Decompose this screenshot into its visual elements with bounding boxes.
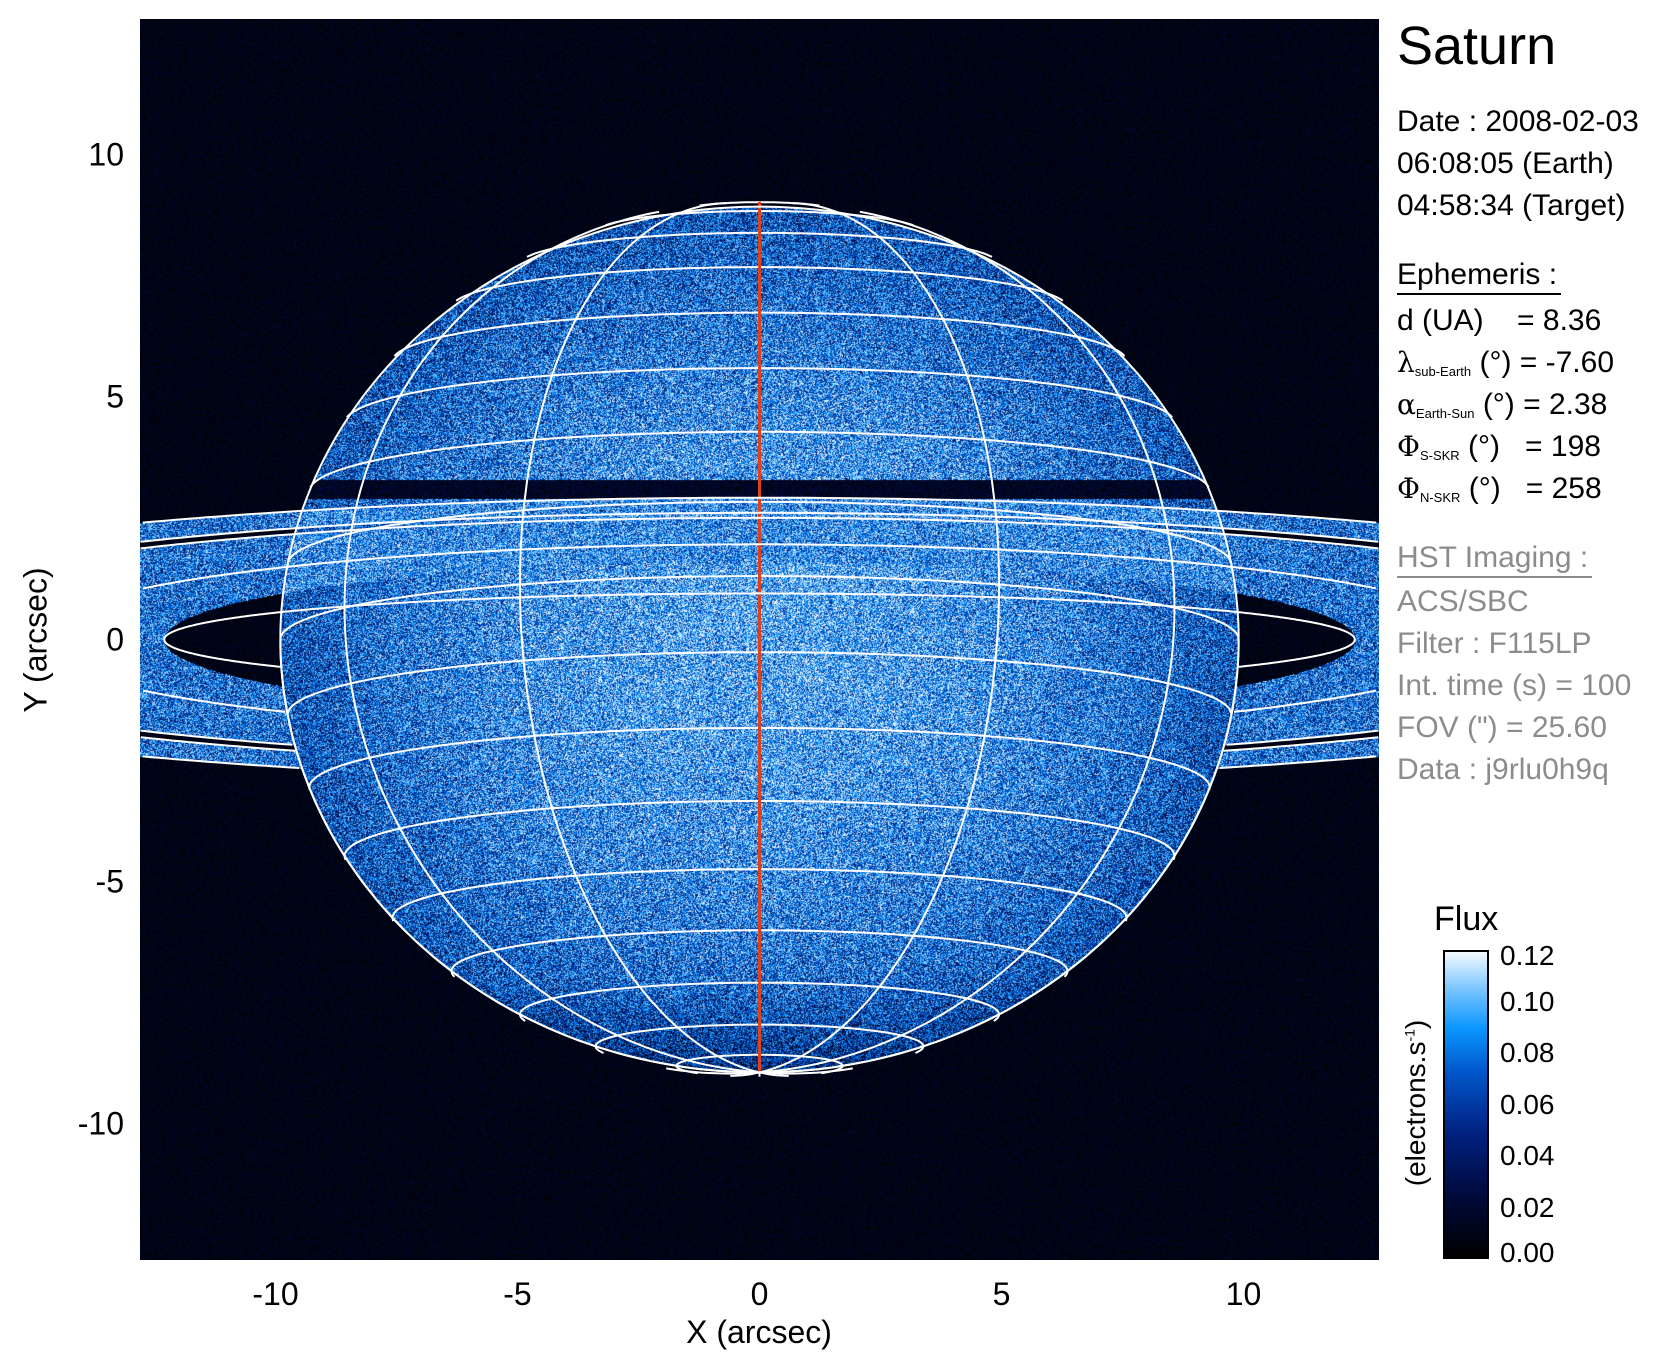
- colorbar-label: (electrons.s-1): [1400, 1020, 1432, 1187]
- colorbar-tick: 0.04: [1500, 1140, 1555, 1172]
- x-tick: 10: [1226, 1276, 1262, 1313]
- colorbar-tick: 0.06: [1500, 1089, 1555, 1121]
- y-axis-label: Y (arcsec): [18, 567, 55, 712]
- x-tick: -10: [252, 1276, 298, 1313]
- y-tick: -5: [96, 863, 124, 900]
- longitude-line: [280, 640, 759, 1073]
- imaging-filter: Filter : F115LP: [1397, 623, 1592, 665]
- distance-label: d (UA): [1397, 304, 1484, 337]
- longitude-line: [520, 203, 760, 1072]
- colorbar-title: Flux: [1434, 900, 1498, 939]
- lambda-symbol: λ: [1397, 346, 1415, 379]
- phi-n-value: (°) = 258: [1469, 472, 1602, 505]
- ephemeris-heading: Ephemeris :: [1397, 257, 1561, 295]
- alpha-symbol: α: [1397, 388, 1416, 421]
- imaging-fov: FOV (") = 25.60: [1397, 707, 1607, 749]
- imaging-data-id: Data : j9rlu0h9q: [1397, 749, 1609, 791]
- date-line: Date : 2008-02-03: [1397, 101, 1639, 143]
- ephem-distance: d (UA) = 8.36: [1397, 300, 1601, 342]
- phi-s-value: (°) = 198: [1468, 430, 1601, 463]
- colorbar-label-sup: -1: [1402, 1029, 1418, 1041]
- lambda-value: (°) = -7.60: [1479, 346, 1614, 379]
- colorbar-tick: 0.10: [1500, 986, 1555, 1018]
- colorbar-tick: 0.12: [1500, 940, 1555, 972]
- chart-title: Saturn: [1397, 14, 1556, 78]
- y-tick: 10: [88, 136, 124, 173]
- longitude-line: [760, 640, 1239, 1073]
- longitude-line: [345, 212, 760, 1073]
- time-target: 04:58:34 (Target): [1397, 185, 1625, 227]
- imaging-heading: HST Imaging :: [1397, 540, 1592, 578]
- x-tick: 5: [993, 1276, 1011, 1313]
- x-tick: 0: [751, 1276, 769, 1313]
- distance-value: = 8.36: [1517, 304, 1601, 337]
- y-tick: 5: [106, 379, 124, 416]
- x-tick: -5: [503, 1276, 531, 1313]
- phi-s-subscript: S-SKR: [1420, 448, 1460, 463]
- time-earth: 06:08:05 (Earth): [1397, 143, 1614, 185]
- lambda-subscript: sub-Earth: [1415, 364, 1471, 379]
- alpha-subscript: Earth-Sun: [1416, 406, 1475, 421]
- ephem-phi-n: ΦN-SKR (°) = 258: [1397, 468, 1602, 519]
- colorbar-tick: 0.02: [1500, 1192, 1555, 1224]
- phi-n-symbol: Φ: [1397, 472, 1420, 505]
- colorbar-tick: 0.08: [1500, 1037, 1555, 1069]
- colorbar-tick: 0.00: [1500, 1237, 1555, 1269]
- y-tick: -10: [78, 1106, 124, 1143]
- y-tick: 0: [106, 621, 124, 658]
- longitude-line: [760, 203, 1000, 1072]
- colorbar-label-close: ): [1400, 1020, 1431, 1029]
- longitude-line: [760, 212, 1175, 1073]
- x-axis-label: X (arcsec): [686, 1314, 832, 1351]
- phi-s-symbol: Φ: [1397, 430, 1420, 463]
- imaging-int-time: Int. time (s) = 100: [1397, 665, 1631, 707]
- colorbar: [1443, 950, 1489, 1259]
- colorbar-label-text: (electrons.s: [1400, 1042, 1431, 1187]
- phi-n-subscript: N-SKR: [1420, 490, 1460, 505]
- imaging-instrument: ACS/SBC: [1397, 581, 1529, 623]
- alpha-value: (°) = 2.38: [1483, 388, 1608, 421]
